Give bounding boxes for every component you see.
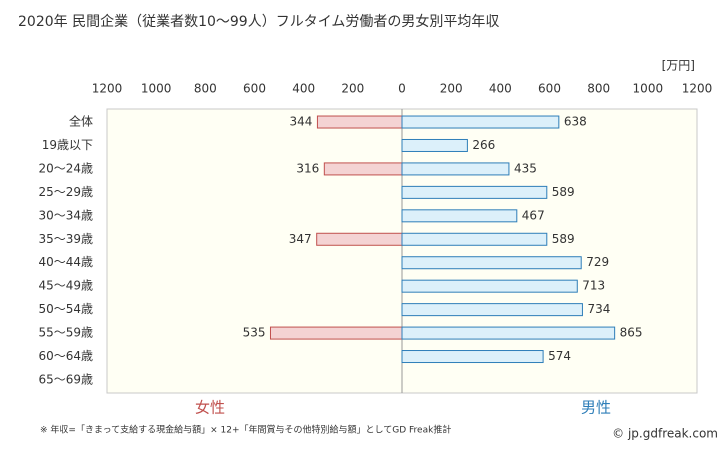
value-label: 713 [582, 279, 605, 293]
y-tick-label: 50〜54歳 [38, 302, 93, 316]
x-tick-label: 800 [587, 82, 610, 96]
x-tick-label: 1200 [682, 82, 713, 96]
bar [401, 115, 560, 129]
value-label: 266 [472, 138, 495, 152]
bar [316, 232, 403, 246]
value-label: 535 [243, 326, 266, 340]
y-tick-label: 65〜69歳 [38, 372, 93, 386]
value-label: 574 [548, 349, 571, 363]
bar [401, 256, 582, 270]
chart-title: 2020年 民間企業（従業者数10〜99人）フルタイム労働者の男女別平均年収 [18, 13, 499, 30]
y-tick-label: 35〜39歳 [38, 232, 93, 246]
x-tick-label: 400 [489, 82, 512, 96]
value-label: 734 [587, 302, 610, 316]
x-tick-label: 600 [243, 82, 266, 96]
y-tick-label: 55〜59歳 [38, 326, 93, 340]
value-label: 435 [514, 161, 537, 175]
legend-label: 女性 [195, 399, 225, 417]
unit-label: [万円] [662, 59, 695, 73]
bar [269, 326, 403, 340]
bar [401, 162, 510, 176]
value-label: 589 [552, 232, 575, 246]
x-tick-label: 1000 [141, 82, 172, 96]
value-label: 638 [564, 115, 587, 129]
x-tick-label: 200 [440, 82, 463, 96]
y-tick-label: 25〜29歳 [38, 185, 93, 199]
x-tick-label: 200 [341, 82, 364, 96]
x-tick-label: 800 [194, 82, 217, 96]
y-tick-label: 60〜64歳 [38, 349, 93, 363]
bar [401, 279, 578, 293]
x-tick-label: 1000 [633, 82, 664, 96]
bar [401, 138, 468, 152]
bar [401, 326, 616, 340]
y-tick-label: 45〜49歳 [38, 279, 93, 293]
x-tick-label: 400 [292, 82, 315, 96]
bar [401, 185, 548, 199]
value-label: 729 [586, 255, 609, 269]
footnote: ※ 年収=「きまって支給する現金給与額」× 12+「年間賞与その他特別給与額」と… [40, 424, 451, 436]
bar [401, 350, 544, 364]
y-tick-label: 30〜34歳 [38, 208, 93, 222]
y-tick-label: 20〜24歳 [38, 161, 93, 175]
bar [401, 303, 583, 317]
value-label: 344 [290, 115, 313, 129]
y-tick-label: 全体 [69, 114, 93, 129]
source: © jp.gdfreak.com [612, 427, 718, 441]
bar [401, 232, 548, 246]
bar [316, 115, 403, 129]
value-label: 467 [522, 208, 545, 222]
value-label: 316 [296, 161, 319, 175]
legend-label: 男性 [581, 399, 611, 417]
value-label: 347 [289, 232, 312, 246]
value-label: 589 [552, 185, 575, 199]
y-tick-label: 40〜44歳 [38, 255, 93, 269]
x-tick-label: 0 [398, 82, 406, 96]
bar [323, 162, 403, 176]
bar [401, 209, 518, 223]
value-label: 865 [620, 326, 643, 340]
y-tick-label: 19歳以下 [42, 138, 93, 152]
x-tick-label: 1200 [92, 82, 123, 96]
x-tick-label: 600 [538, 82, 561, 96]
